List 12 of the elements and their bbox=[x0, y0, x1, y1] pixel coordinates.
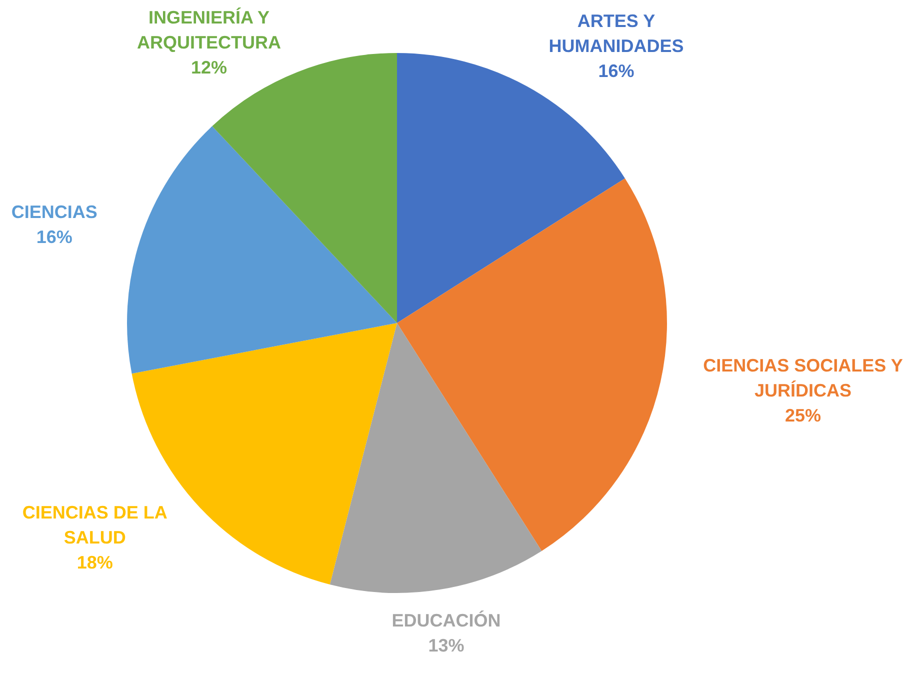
data-label: 16% bbox=[598, 60, 634, 81]
slice-label: ARTES Y HUMANIDADES bbox=[548, 10, 684, 56]
data-label: 12% bbox=[191, 57, 228, 78]
data-label: 16% bbox=[36, 227, 72, 248]
data-label: 25% bbox=[784, 406, 821, 426]
data-label: 13% bbox=[428, 636, 464, 656]
slice-label: EDUCACIÓN bbox=[392, 610, 501, 631]
slice-label: CIENCIAS DE LA SALUD bbox=[22, 502, 168, 548]
data-label: 18% bbox=[76, 552, 113, 573]
slice-label: CIENCIAS bbox=[11, 202, 98, 222]
slice-label: CIENCIAS SOCIALES Y JURÍDICAS bbox=[703, 356, 903, 401]
slice-label: INGENIERÍA Y ARQUITECTURA bbox=[137, 7, 282, 52]
